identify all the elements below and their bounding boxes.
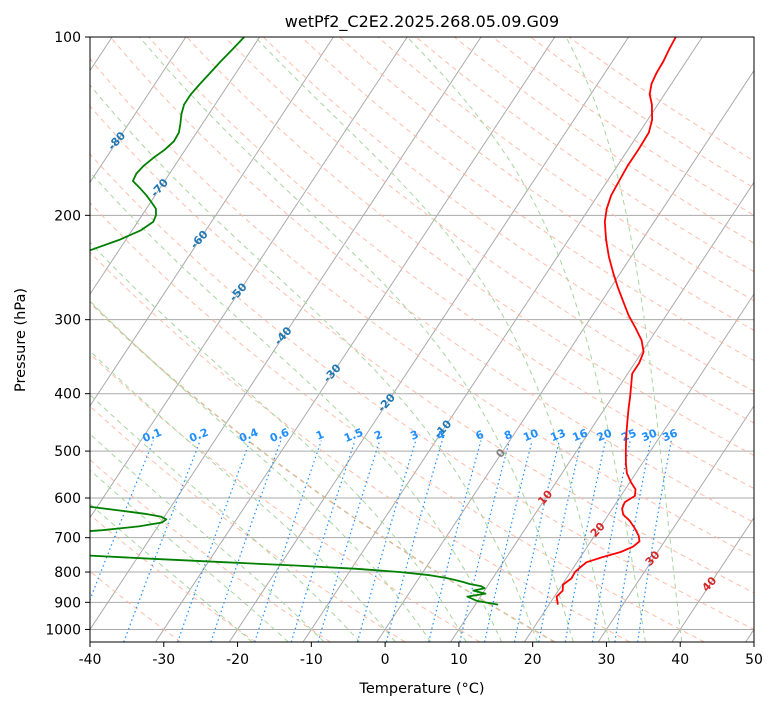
x-tick-label: 0 (381, 652, 390, 668)
x-tick-label: 20 (524, 652, 542, 668)
mixing-ratio-line (513, 440, 560, 642)
x-tick-label: 40 (671, 652, 689, 668)
sounding-profiles (90, 37, 677, 606)
moist-adiabat-line (406, 37, 646, 642)
y-tick-label: 100 (54, 30, 81, 46)
isotherm-line (90, 37, 408, 519)
mixing-ratio-line (637, 440, 672, 642)
moist-adiabat-line (90, 503, 253, 642)
y-tick-label: 200 (54, 208, 81, 224)
mixing-ratio-label: 20 (595, 426, 614, 444)
plot-frame (89, 36, 755, 643)
y-tick-label: 700 (54, 531, 81, 547)
isotherm-line (597, 404, 754, 642)
dry-adiabat-line (90, 301, 556, 642)
mixing-ratio-label: 1 (314, 428, 326, 443)
x-tick-label: 30 (598, 652, 616, 668)
x-tick-label: -20 (226, 652, 249, 668)
x-axis-label: Temperature (°C) (358, 681, 484, 697)
mixing-ratio-label: 8 (502, 428, 514, 443)
mixing-ratio-lines (90, 440, 672, 642)
x-tick-label: -30 (152, 652, 175, 668)
mixing-ratio-label: 13 (549, 426, 568, 444)
moist-adiabat-line (90, 433, 325, 642)
x-tick-label: -10 (300, 652, 323, 668)
chart-title: wetPf2_C2E2.2025.268.05.09.G09 (285, 12, 559, 32)
x-tick-label: 10 (450, 652, 468, 668)
y-tick-label: 500 (54, 444, 81, 460)
isotherm-line (523, 293, 754, 642)
dewpoint-line (90, 37, 499, 606)
y-axis-ticks: 100 200 300 400 500 600 700 800 900 1000 (45, 30, 90, 638)
moist-adiabat-line (90, 241, 467, 642)
mixing-ratio-line (564, 440, 607, 642)
isotherm-line (228, 37, 629, 642)
mixing-ratio-label: 36 (660, 426, 679, 444)
dry-adiabat-line (90, 58, 754, 558)
y-axis-label: Pressure (hPa) (13, 288, 29, 392)
isobar-gridlines (90, 37, 754, 630)
mixing-ratio-label: 2 (372, 428, 384, 443)
isotherm-line (90, 37, 482, 631)
isotherm-line (90, 37, 334, 407)
y-tick-label: 800 (54, 565, 81, 581)
isotherm-line (155, 37, 556, 642)
mixing-ratio-label: 3 (409, 428, 421, 443)
dry-adiabat-line (90, 153, 754, 630)
dry-adiabat-line (530, 37, 754, 189)
dry-adiabat-line (186, 37, 754, 456)
x-tick-label: -40 (79, 652, 102, 668)
y-tick-label: 900 (54, 595, 81, 611)
moist-adiabat-line (90, 84, 538, 642)
dry-adiabat-line (339, 37, 754, 331)
mixing-ratio-line (123, 440, 201, 642)
dry-adiabat-line (415, 37, 754, 273)
moist-adiabat-line (565, 37, 683, 642)
moist-adiabat-line (90, 469, 289, 642)
moist-adiabat-line (90, 394, 361, 642)
isotherm-line (90, 37, 261, 296)
moist-adiabat-line (90, 171, 503, 642)
mixing-ratio-labels: 0.1 0.2 0.4 0.6 1 1.5 2 3 4 6 8 10 13 16 20 25 30 36 (141, 426, 680, 445)
mixing-ratio-line (254, 440, 322, 642)
mixing-ratio-label: 25 (619, 426, 638, 444)
dry-adiabat-line (90, 105, 754, 594)
x-tick-label: 50 (745, 652, 763, 668)
mixing-ratio-label: 16 (571, 426, 590, 444)
isotherm-line (671, 516, 754, 642)
dry-adiabat-line (568, 37, 754, 162)
dry-adiabat-line (90, 202, 705, 642)
mixing-ratio-line (290, 440, 356, 642)
y-tick-label: 300 (54, 313, 81, 329)
dry-adiabat-line (90, 459, 331, 642)
isotherm-line (90, 37, 187, 184)
mixing-ratio-line (90, 440, 154, 602)
dry-adiabat-line (148, 37, 754, 490)
isotherm-lines (90, 37, 754, 642)
moist-adiabat-line (90, 300, 432, 642)
dry-adiabat-line (90, 251, 630, 642)
mixing-ratio-label: 30 (640, 426, 659, 444)
isotherm-line (450, 181, 754, 642)
temperature-line (555, 37, 677, 605)
mixing-ratio-label: 10 (521, 426, 540, 444)
dry-adiabat-lines (90, 37, 754, 642)
y-tick-label: 600 (54, 491, 81, 507)
dry-adiabat-line (377, 37, 754, 302)
isotherm-line (376, 69, 754, 642)
mixing-ratio-line (538, 440, 582, 642)
x-axis-ticks: -40 -30 -20 -10 0 10 20 30 40 50 (79, 642, 763, 668)
mixing-ratio-line (591, 440, 631, 642)
dry-adiabat-line (110, 37, 754, 523)
y-tick-label: 1000 (45, 622, 81, 638)
y-tick-label: 400 (54, 387, 81, 403)
mixing-ratio-line (210, 440, 282, 642)
